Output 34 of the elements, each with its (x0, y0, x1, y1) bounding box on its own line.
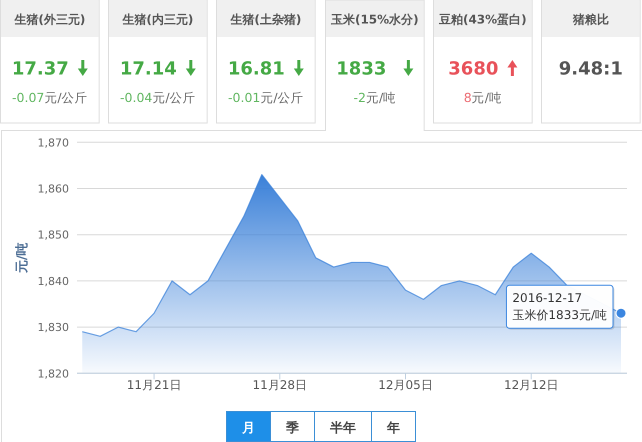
x-tick-label: 11月28日 (252, 378, 308, 392)
data-label: -2元/吨 (353, 90, 396, 105)
text: 3680 (448, 58, 498, 80)
y-tick-label: 1,870 (38, 136, 69, 150)
text: 季 (285, 420, 299, 436)
annotation: 2016-12-17 (512, 291, 582, 306)
text: 1833 (336, 58, 386, 80)
category-label: 生猪(内三元) (121, 12, 194, 26)
data-label: -0.04元/公斤 (120, 90, 196, 105)
data-label: -0.01元/公斤 (228, 90, 304, 105)
text: 17.37 (12, 58, 69, 80)
y-tick-label: 1,830 (38, 321, 69, 334)
y-tick-label: 1,860 (38, 182, 69, 196)
text: 16.81 (228, 58, 285, 80)
text: 17.14 (120, 58, 177, 80)
category-label: 猪粮比 (572, 12, 609, 26)
x-tick-label: 12月05日 (378, 378, 433, 392)
text: 半年 (329, 421, 356, 436)
y-tick-label: 1,820 (38, 367, 69, 380)
category-label: 玉米(15%水分) (330, 12, 419, 26)
text: 月 (241, 421, 255, 436)
x-tick-label: 12月12日 (504, 378, 558, 392)
x-tick-label: 11月21日 (126, 378, 182, 392)
text: 年 (386, 421, 400, 436)
category-label: 生猪(土杂猪) (229, 12, 302, 26)
y-axis-title: 元/吨 (15, 242, 30, 274)
y-tick-label: 1,840 (38, 274, 69, 288)
category-label: 豆粕(43%蛋白) (438, 12, 527, 26)
data-label: -0.07元/公斤 (12, 90, 88, 105)
category-label: 生猪(外三元) (13, 12, 86, 26)
data-label: 8元/吨 (464, 90, 502, 105)
text: 9.48:1 (558, 58, 623, 80)
annotation: 玉米价1833元/吨 (512, 308, 608, 322)
y-tick-label: 1,850 (38, 228, 69, 242)
